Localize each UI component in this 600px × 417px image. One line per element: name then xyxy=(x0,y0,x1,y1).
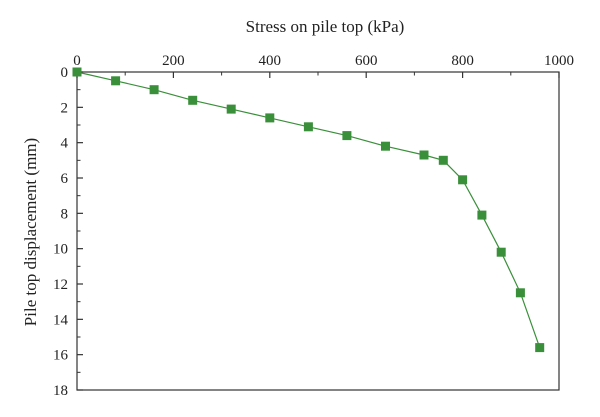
y-tick-label-8: 16 xyxy=(53,348,69,364)
y-tick-label-6: 12 xyxy=(53,277,68,293)
data-point-14 xyxy=(515,288,525,298)
data-point-7 xyxy=(342,131,352,141)
y-tick-label-1: 2 xyxy=(61,100,69,116)
plot-frame xyxy=(76,71,560,391)
data-point-15 xyxy=(535,343,545,353)
x-tick-label-2: 400 xyxy=(259,53,282,69)
y-tick-label-7: 14 xyxy=(53,312,69,328)
x-tick-label-1: 200 xyxy=(162,53,185,69)
y-tick-label-3: 6 xyxy=(61,171,69,187)
data-point-11 xyxy=(458,175,468,185)
y-axis-title: Pile top displacement (mm) xyxy=(21,138,40,326)
x-axis-title: Stress on pile top (kPa) xyxy=(246,17,405,36)
data-point-12 xyxy=(477,210,487,220)
data-point-9 xyxy=(419,150,429,160)
data-point-1 xyxy=(111,76,121,86)
data-point-4 xyxy=(226,104,236,114)
data-point-10 xyxy=(438,155,448,165)
data-point-6 xyxy=(303,122,313,132)
y-tick-label-5: 10 xyxy=(53,242,68,258)
data-point-3 xyxy=(188,95,198,105)
series-line-0 xyxy=(76,71,541,348)
x-tick-label-5: 1000 xyxy=(544,53,574,69)
x-tick-label-3: 600 xyxy=(355,53,378,69)
y-tick-label-9: 18 xyxy=(53,383,68,399)
x-tick-label-0: 0 xyxy=(73,53,81,69)
series xyxy=(72,67,545,353)
y-tick-label-4: 8 xyxy=(61,206,69,222)
data-point-5 xyxy=(265,113,275,123)
x-tick-label-4: 800 xyxy=(451,53,474,69)
ticks: 0 200 400 600 800 1000 0 2 4 6 8 10 12 14 16 18 xyxy=(53,53,574,399)
data-point-13 xyxy=(496,247,506,257)
data-point-8 xyxy=(381,141,390,151)
axes xyxy=(76,71,560,391)
y-tick-label-2: 4 xyxy=(61,136,69,152)
data-point-0 xyxy=(72,67,82,77)
y-tick-label-0: 0 xyxy=(61,65,69,81)
data-point-2 xyxy=(149,85,159,95)
